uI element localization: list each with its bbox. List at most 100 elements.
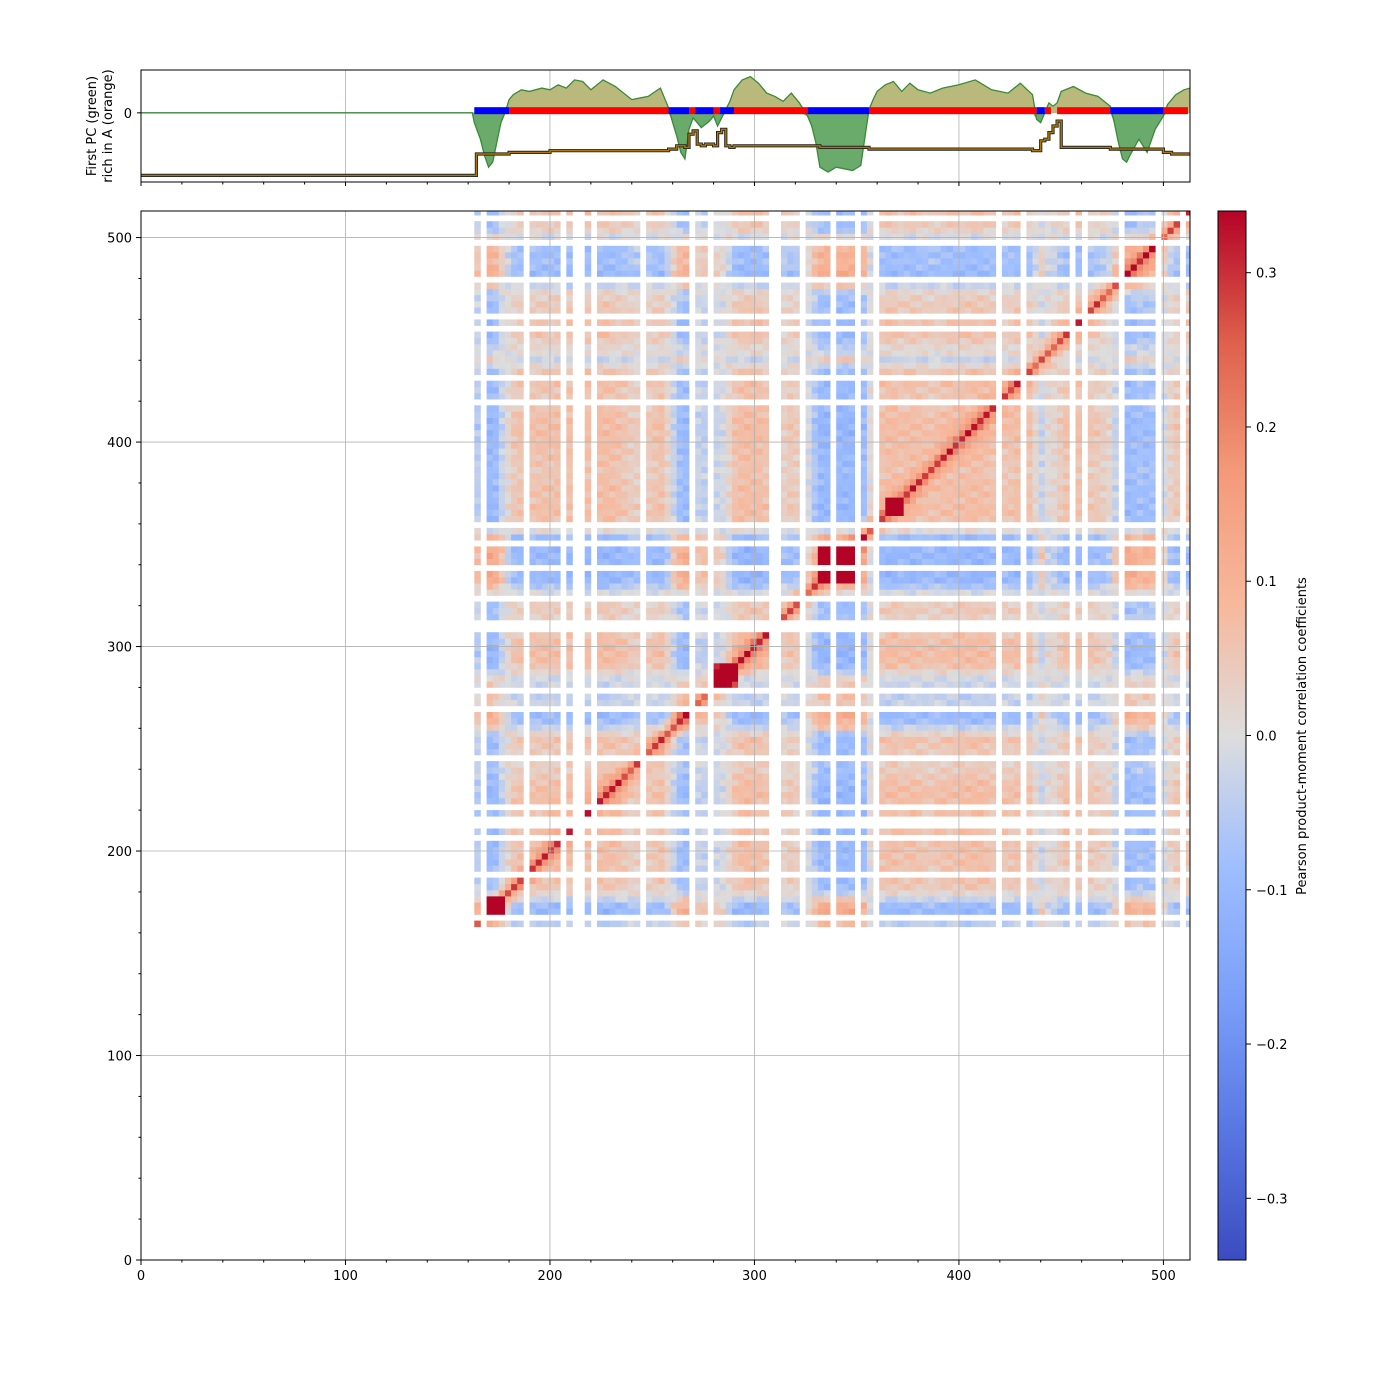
heatmap-cell [805, 337, 813, 345]
heatmap-cell [486, 607, 494, 615]
heatmap-cell [511, 503, 518, 510]
heatmap-cell [609, 681, 616, 688]
heatmap-cell [486, 454, 494, 461]
heatmap-cell [682, 211, 690, 216]
heatmap-cell [664, 712, 671, 719]
heatmap-cell [621, 877, 628, 885]
heatmap-cell [652, 472, 659, 480]
heatmap-cell [762, 693, 770, 701]
heatmap-cell [517, 662, 524, 670]
heatmap-cell [817, 889, 825, 897]
heatmap-cell [474, 448, 481, 455]
heatmap-cell [603, 681, 610, 688]
heatmap-cell [787, 288, 794, 296]
heatmap-cell [529, 264, 536, 271]
heatmap-cell [787, 736, 794, 743]
heatmap-cell [505, 601, 512, 609]
heatmap-cell [652, 810, 659, 817]
heatmap-cell [842, 589, 849, 596]
heatmap-cell [817, 791, 825, 799]
heatmap-cell [627, 693, 635, 701]
heatmap-cell [695, 846, 702, 854]
heatmap-cell [658, 797, 665, 805]
heatmap-cell [756, 380, 763, 388]
heatmap-cell [879, 883, 886, 891]
heatmap-cell [848, 460, 855, 467]
heatmap-cell [860, 601, 868, 609]
heatmap-cell [682, 509, 690, 516]
heatmap-cell [848, 429, 855, 437]
heatmap-cell [554, 638, 561, 645]
heatmap-cell [817, 478, 825, 486]
heatmap-cell [517, 589, 524, 596]
heatmap-cell [719, 724, 727, 731]
heatmap-cell [719, 251, 727, 259]
heatmap-cell [719, 607, 727, 615]
heatmap-cell [879, 270, 886, 277]
heatmap-cell [738, 877, 745, 885]
heatmap-cell [842, 509, 849, 516]
heatmap-cell [566, 301, 573, 308]
heatmap-cell [756, 448, 763, 455]
heatmap-cell [701, 350, 708, 357]
heatmap-cell [787, 472, 794, 480]
heatmap-cell [793, 221, 800, 228]
heatmap-cell [621, 840, 628, 848]
heatmap-cell [762, 337, 770, 345]
heatmap-cell [695, 908, 702, 915]
heatmap-cell [750, 662, 757, 670]
heatmap-cell [848, 368, 855, 375]
heatmap-cell [732, 767, 739, 774]
heatmap-cell [676, 736, 684, 743]
heatmap-cell [713, 386, 721, 394]
heatmap-cell [701, 466, 708, 474]
heatmap-cell [658, 350, 665, 357]
heatmap-cell [725, 767, 733, 774]
heatmap-cell [744, 797, 751, 805]
heatmap-cell [756, 920, 763, 928]
heatmap-cell [627, 730, 635, 737]
heatmap-cell [750, 534, 757, 541]
heatmap-cell [793, 515, 800, 523]
heatmap-cell [609, 393, 616, 400]
heatmap-cell [842, 282, 849, 290]
heatmap-cell [621, 515, 628, 523]
heatmap-cell [725, 405, 733, 412]
heatmap-cell [535, 337, 543, 345]
heatmap-cell [701, 730, 708, 737]
heatmap-cell [658, 607, 665, 615]
heatmap-cell [682, 693, 690, 701]
heatmap-cell [695, 632, 702, 639]
heatmap-cell [633, 356, 641, 363]
heatmap-cell [547, 846, 555, 854]
heatmap-cell [566, 282, 573, 290]
heatmap-cell [498, 699, 506, 707]
heatmap-cell [627, 294, 635, 302]
heatmap-cell [732, 908, 739, 915]
heatmap-cell [824, 558, 831, 566]
heatmap-cell [597, 607, 604, 615]
heatmap-cell [584, 301, 592, 308]
heatmap-cell [529, 301, 536, 308]
heatmap-cell [603, 221, 610, 228]
heatmap-cell [781, 853, 788, 860]
heatmap-cell [879, 454, 886, 461]
heatmap-cell [860, 515, 868, 523]
heatmap-cell [817, 865, 825, 872]
heatmap-cell [744, 638, 751, 645]
heatmap-cell [738, 337, 745, 345]
heatmap-cell [805, 435, 813, 443]
heatmap-cell [664, 331, 671, 339]
heatmap-cell [492, 258, 500, 265]
heatmap-cell [664, 546, 671, 553]
heatmap-cell [511, 693, 518, 701]
heatmap-cell [597, 478, 604, 486]
heatmap-cell [486, 797, 494, 805]
heatmap-cell [719, 386, 727, 394]
heatmap-cell [817, 288, 825, 296]
heatmap-cell [701, 558, 708, 566]
heatmap-cell [824, 331, 831, 339]
heatmap-cell [744, 920, 751, 928]
heatmap-cell [529, 423, 536, 431]
heatmap-cell [566, 877, 573, 885]
